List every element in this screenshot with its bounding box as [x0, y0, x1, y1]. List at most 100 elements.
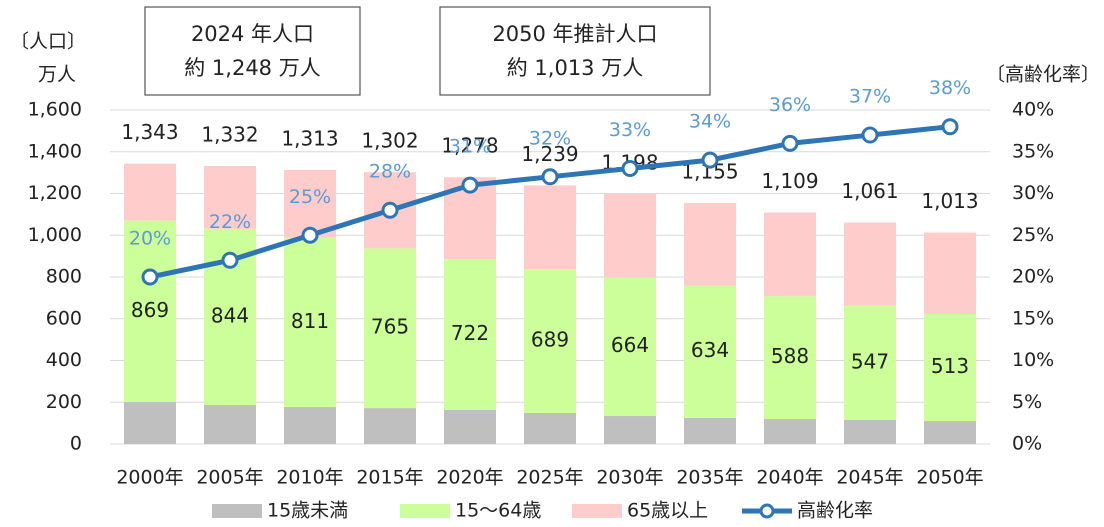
y-tick-label: 1,000 [28, 224, 82, 246]
x-tick-label: 2045年 [836, 467, 903, 489]
rate-marker [621, 159, 639, 177]
annotation-text: 約 1,013 万人 [507, 56, 643, 80]
bar-segment [684, 417, 736, 444]
legend-swatch [212, 504, 262, 518]
bar-segment [924, 232, 976, 314]
bar-segment [364, 408, 416, 444]
rate-label: 25% [289, 186, 331, 208]
bar-segment [924, 313, 976, 422]
y2-tick-label: 35% [1012, 140, 1054, 162]
rate-label: 33% [609, 119, 651, 141]
rate-label: 34% [689, 111, 731, 133]
bar-segment [764, 418, 816, 444]
rate-marker [301, 226, 319, 244]
x-tick-label: 2020年 [436, 467, 503, 489]
segment-label: 689 [531, 327, 569, 351]
legend-marker [759, 503, 775, 519]
bar-segment [844, 222, 896, 306]
bar-segment [124, 220, 176, 403]
y-tick-label: 800 [46, 266, 82, 288]
total-label: 1,302 [361, 129, 418, 153]
annotation-text: 2050 年推計人口 [492, 22, 657, 46]
total-label: 1,239 [521, 142, 578, 166]
y-tick-label: 400 [46, 349, 82, 371]
bar-segment [444, 259, 496, 410]
total-label: 1,313 [281, 126, 338, 150]
legend-item: 15歳未満 [212, 500, 348, 522]
annotation-box [144, 6, 361, 96]
rate-label: 36% [769, 94, 811, 116]
legend-swatch [400, 504, 450, 518]
bar-segment [764, 212, 816, 297]
segment-label: 547 [851, 349, 889, 373]
legend-item: 65歳以上 [572, 500, 708, 522]
legend-item: 高齢化率 [742, 500, 873, 522]
segment-label: 811 [291, 309, 329, 333]
total-label: 1,013 [921, 189, 978, 213]
legend-label: 15歳未満 [267, 500, 348, 522]
rate-marker [461, 176, 479, 194]
bar-segment [444, 409, 496, 444]
bar-segment [284, 169, 336, 238]
rate-label: 32% [529, 127, 571, 149]
segment-label: 869 [131, 298, 169, 322]
bar-segment [524, 269, 576, 413]
segment-label: 664 [611, 333, 649, 357]
rate-label: 20% [129, 228, 171, 250]
bar-segment [684, 202, 736, 286]
x-tick-label: 2025年 [516, 467, 583, 489]
rate-marker [861, 126, 879, 144]
annotation-box [439, 6, 711, 96]
bar-segment [604, 416, 656, 444]
bar-segment [844, 305, 896, 420]
rate-marker [381, 201, 399, 219]
y-tick-label: 0 [70, 433, 82, 455]
segment-label: 588 [771, 344, 809, 368]
y2-tick-label: 30% [1012, 182, 1054, 204]
x-tick-label: 2035年 [676, 467, 743, 489]
x-tick-label: 2005年 [196, 467, 263, 489]
bar-segment [124, 163, 176, 221]
total-label: 1,343 [121, 120, 178, 144]
x-tick-label: 2010年 [276, 467, 343, 489]
x-tick-label: 2030年 [596, 467, 663, 489]
y2-axis-label: 〔高齢化率〕 [986, 64, 1100, 86]
bar-segment [364, 248, 416, 409]
segment-label: 634 [691, 338, 729, 362]
x-tick-label: 2040年 [756, 467, 823, 489]
bar-segment [204, 165, 256, 229]
bar-segment [684, 285, 736, 418]
bar-segment [604, 277, 656, 417]
rate-marker [701, 151, 719, 169]
y2-tick-label: 0% [1012, 433, 1042, 455]
y-tick-label: 1,600 [28, 99, 82, 121]
segment-label: 844 [211, 303, 249, 327]
y-tick-label: 1,400 [28, 140, 82, 162]
segment-label: 513 [931, 354, 969, 378]
x-tick-label: 2000年 [116, 467, 183, 489]
y-axis-label: 〔人口〕 [10, 31, 86, 53]
y2-tick-label: 5% [1012, 391, 1042, 413]
bar-segment [604, 193, 656, 278]
rate-marker [541, 168, 559, 186]
rate-marker [141, 268, 159, 286]
rate-label: 38% [929, 77, 971, 99]
y2-tick-label: 20% [1012, 266, 1054, 288]
annotation-text: 約 1,248 万人 [184, 56, 320, 80]
bar-segment [204, 404, 256, 444]
bar-segment [284, 407, 336, 444]
segment-label: 765 [371, 315, 409, 339]
x-tick-label: 2050年 [916, 467, 983, 489]
y-tick-label: 1,200 [28, 182, 82, 204]
rate-label: 37% [849, 86, 891, 108]
annotation-text: 2024 年人口 [191, 22, 314, 46]
total-label: 1,109 [761, 169, 818, 193]
x-tick-label: 2015年 [356, 467, 423, 489]
bar-segment [524, 185, 576, 270]
rate-label: 31% [449, 136, 491, 158]
bar-segment [524, 412, 576, 444]
bar-segment [284, 237, 336, 408]
bar-segment [844, 419, 896, 444]
rate-marker [221, 251, 239, 269]
